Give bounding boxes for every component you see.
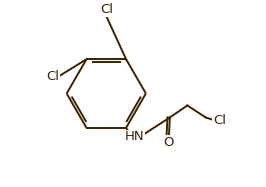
Text: Cl: Cl: [100, 3, 113, 16]
Text: O: O: [164, 136, 174, 149]
Text: Cl: Cl: [46, 70, 59, 82]
Text: HN: HN: [125, 130, 144, 143]
Text: Cl: Cl: [213, 114, 226, 127]
